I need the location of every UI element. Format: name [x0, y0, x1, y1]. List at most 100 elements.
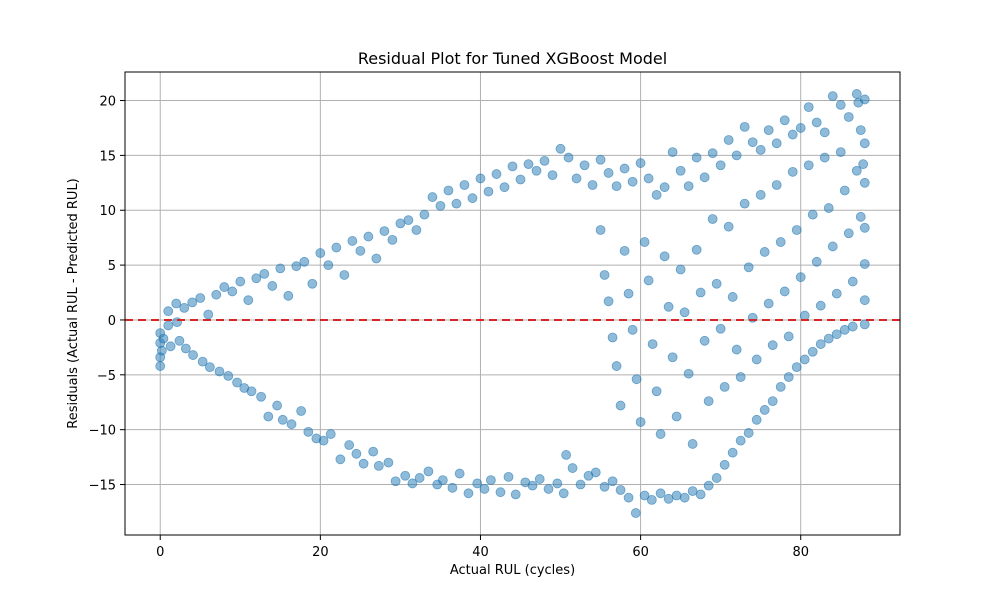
data-point: [283, 290, 294, 301]
data-point: [275, 263, 286, 274]
data-point: [232, 377, 242, 388]
data-point: [723, 221, 734, 232]
data-point: [779, 115, 790, 126]
y-tick-label: −10: [89, 424, 116, 439]
data-point: [855, 125, 866, 136]
data-point: [831, 329, 842, 340]
data-point: [715, 160, 726, 171]
data-point: [703, 480, 714, 491]
data-point: [819, 127, 830, 138]
gridlines: [125, 72, 900, 535]
data-point: [775, 381, 786, 392]
data-point: [647, 339, 658, 349]
data-point: [590, 467, 601, 478]
data-point: [414, 473, 425, 483]
data-point: [227, 286, 238, 297]
data-point: [767, 340, 778, 351]
scatter-points: [155, 89, 870, 518]
data-point: [315, 248, 326, 258]
data-point: [771, 138, 782, 149]
data-point: [558, 488, 569, 499]
data-point: [607, 332, 618, 343]
data-point: [485, 475, 496, 486]
data-point: [763, 298, 774, 309]
data-point: [847, 276, 858, 287]
data-point: [515, 174, 526, 185]
data-point: [727, 447, 738, 458]
data-point: [599, 270, 610, 280]
data-point: [747, 137, 758, 148]
data-point: [671, 490, 682, 501]
data-point: [267, 281, 278, 291]
data-point: [567, 463, 578, 473]
data-point: [755, 144, 766, 155]
data-point: [839, 185, 850, 196]
data-point: [723, 135, 734, 145]
data-point: [859, 259, 870, 269]
data-point: [259, 268, 270, 279]
data-point: [735, 372, 746, 382]
data-point: [351, 448, 362, 459]
data-point: [639, 490, 650, 501]
y-axis-label: Residuals (Actual RUL - Predicted RUL): [66, 178, 81, 429]
data-point: [277, 414, 288, 425]
data-point: [787, 129, 798, 140]
data-point: [475, 173, 486, 184]
data-point: [197, 356, 208, 367]
data-point: [615, 485, 626, 495]
data-point: [655, 488, 666, 499]
data-point: [491, 169, 502, 179]
data-point: [691, 244, 702, 255]
data-point: [527, 480, 538, 491]
data-point: [607, 476, 618, 487]
data-point: [623, 492, 634, 503]
data-point: [552, 478, 563, 489]
data-point: [619, 245, 630, 256]
data-point: [731, 150, 742, 161]
data-point: [223, 371, 234, 381]
data-point: [595, 154, 606, 165]
data-point: [555, 143, 566, 154]
data-point: [727, 292, 738, 302]
data-point: [299, 256, 310, 267]
data-point: [619, 163, 630, 174]
data-point: [203, 309, 214, 320]
data-point: [635, 417, 646, 427]
data-point: [156, 345, 167, 356]
data-point: [523, 159, 534, 170]
x-tick-label: 20: [312, 545, 329, 560]
data-point: [799, 310, 810, 321]
data-point: [823, 203, 834, 213]
data-point: [851, 89, 862, 99]
data-point: [843, 112, 854, 122]
data-point: [707, 148, 718, 159]
data-point: [403, 215, 414, 226]
data-point: [651, 189, 662, 200]
data-point: [646, 494, 657, 505]
data-point: [483, 186, 494, 197]
data-point: [379, 226, 390, 236]
data-point: [859, 295, 870, 306]
data-point: [323, 260, 334, 271]
data-point: [711, 278, 722, 289]
data-point: [187, 297, 198, 308]
data-point: [575, 479, 586, 490]
data-point: [543, 484, 554, 494]
data-point: [843, 228, 854, 239]
data-point: [463, 488, 474, 499]
data-point: [459, 180, 470, 190]
data-point: [363, 231, 374, 242]
data-point: [807, 346, 818, 357]
y-tick-label: −15: [89, 479, 116, 494]
data-point: [855, 211, 866, 222]
y-tick-label: 15: [99, 149, 116, 164]
data-point: [437, 475, 448, 486]
data-point: [679, 307, 690, 318]
data-point: [643, 173, 654, 184]
data-point: [158, 333, 169, 344]
data-point: [561, 450, 572, 460]
data-point: [611, 181, 622, 192]
data-point: [510, 489, 521, 500]
data-point: [296, 406, 307, 416]
data-point: [827, 91, 838, 102]
